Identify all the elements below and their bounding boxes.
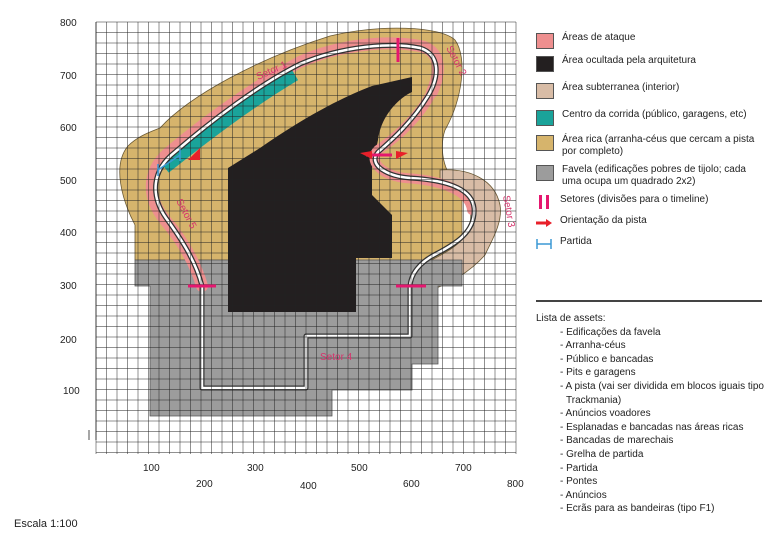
start-line <box>157 149 181 176</box>
asset-item: - Pontes <box>560 476 598 488</box>
y-tick: 300 <box>60 281 77 292</box>
y-tick: 600 <box>60 123 77 134</box>
legend-swatch-underground <box>536 83 554 99</box>
sector-dividers <box>188 38 426 288</box>
legend-label: Centro da corrida (público, garagens, et… <box>562 109 747 120</box>
y-tick: 500 <box>60 176 77 187</box>
x-tick: 100 <box>143 463 160 474</box>
y-axis: 800 700 600 500 400 300 200 100 <box>60 18 97 440</box>
asset-item: - Esplanadas e bancadas nas áreas ricas <box>560 421 744 433</box>
y-tick: 700 <box>60 71 77 82</box>
legend-swatch-hidden <box>536 56 554 72</box>
legend-item: Área ocultada pela arquitetura <box>536 55 768 72</box>
legend-swatch-favela <box>536 165 554 181</box>
legend-label: Partida <box>560 236 592 247</box>
x-tick: 500 <box>351 463 368 474</box>
legend-item: Área rica (arranha-céus que cercam a pis… <box>536 134 768 158</box>
legend-swatch-race-center <box>536 110 554 126</box>
legend-swatch-rich <box>536 135 554 151</box>
orientation-arrows <box>188 148 408 160</box>
legend-label: Área subterranea (interior) <box>562 82 680 93</box>
favela-area <box>134 259 463 417</box>
y-tick: 400 <box>60 228 77 239</box>
x-tick: 400 <box>300 481 317 492</box>
legend-item: Favela (edificações pobres de tijolo; ca… <box>536 164 768 188</box>
track <box>153 42 477 391</box>
y-tick: 200 <box>60 335 77 346</box>
race-center-area <box>161 69 299 173</box>
asset-list: Lista de assets: - Edificações da favela… <box>536 312 768 516</box>
asset-item: - Anúncios voadores <box>560 408 651 420</box>
legend-item: Orientação da pista <box>536 215 768 230</box>
legend-swatch-attack <box>536 33 554 49</box>
grid <box>95 21 517 454</box>
y-tick: 800 <box>60 18 77 29</box>
asset-item: - Partida <box>560 462 598 474</box>
asset-items: - Edificações da favela - Arranha-céus -… <box>536 326 768 516</box>
x-tick: 600 <box>403 479 420 490</box>
legend-item: Área subterranea (interior) <box>536 82 768 99</box>
x-tick: 800 <box>507 479 524 490</box>
legend-label: Área ocultada pela arquitetura <box>562 55 696 66</box>
asset-item: - Público e bancadas <box>560 353 654 365</box>
asset-item: - Arranha-céus <box>560 340 626 352</box>
legend-label: Áreas de ataque <box>562 32 636 43</box>
legend: Áreas de ataque Área ocultada pela arqui… <box>536 32 768 257</box>
sector-label: Setor 4 <box>320 352 353 363</box>
asset-item: - Edificações da favela <box>560 326 661 338</box>
legend-label: Orientação da pista <box>560 215 647 226</box>
asset-item: - Pits e garagens <box>560 367 636 379</box>
orientation-arrow-icon <box>536 219 552 227</box>
asset-item: - A pista (vai ser dividida em blocos ig… <box>560 380 764 406</box>
x-tick: 700 <box>455 463 472 474</box>
legend-label: Área rica (arranha-céus que cercam a pis… <box>562 134 755 157</box>
y-tick: 100 <box>63 386 80 397</box>
x-tick: 300 <box>247 463 264 474</box>
legend-item: Áreas de ataque <box>536 32 768 49</box>
asset-list-title: Lista de assets: <box>536 313 606 324</box>
asset-item: - Bancadas de marechais <box>560 435 674 447</box>
x-axis: 100 200 300 400 500 600 700 800 <box>143 463 524 492</box>
asset-item: - Grelha de partida <box>560 448 644 460</box>
legend-item: Centro da corrida (público, garagens, et… <box>536 109 768 126</box>
legend-label: Setores (divisões para o timeline) <box>560 194 709 205</box>
sector-label: Setor 3 <box>500 195 517 229</box>
scale-label: Escala 1:100 <box>14 518 78 530</box>
sector-divider-icon <box>539 195 549 209</box>
asset-item: - Anúncios <box>560 489 607 501</box>
track-map: 800 700 600 500 400 300 200 100 100 200 … <box>60 18 524 492</box>
start-line-icon <box>536 239 552 249</box>
legend-divider <box>536 300 762 302</box>
x-tick: 200 <box>196 479 213 490</box>
legend-label: Favela (edificações pobres de tijolo; ca… <box>562 164 746 187</box>
legend-item: Partida <box>536 236 768 251</box>
asset-item: - Ecrãs para as bandeiras (tipo F1) <box>560 503 715 515</box>
legend-item: Setores (divisões para o timeline) <box>536 194 768 209</box>
